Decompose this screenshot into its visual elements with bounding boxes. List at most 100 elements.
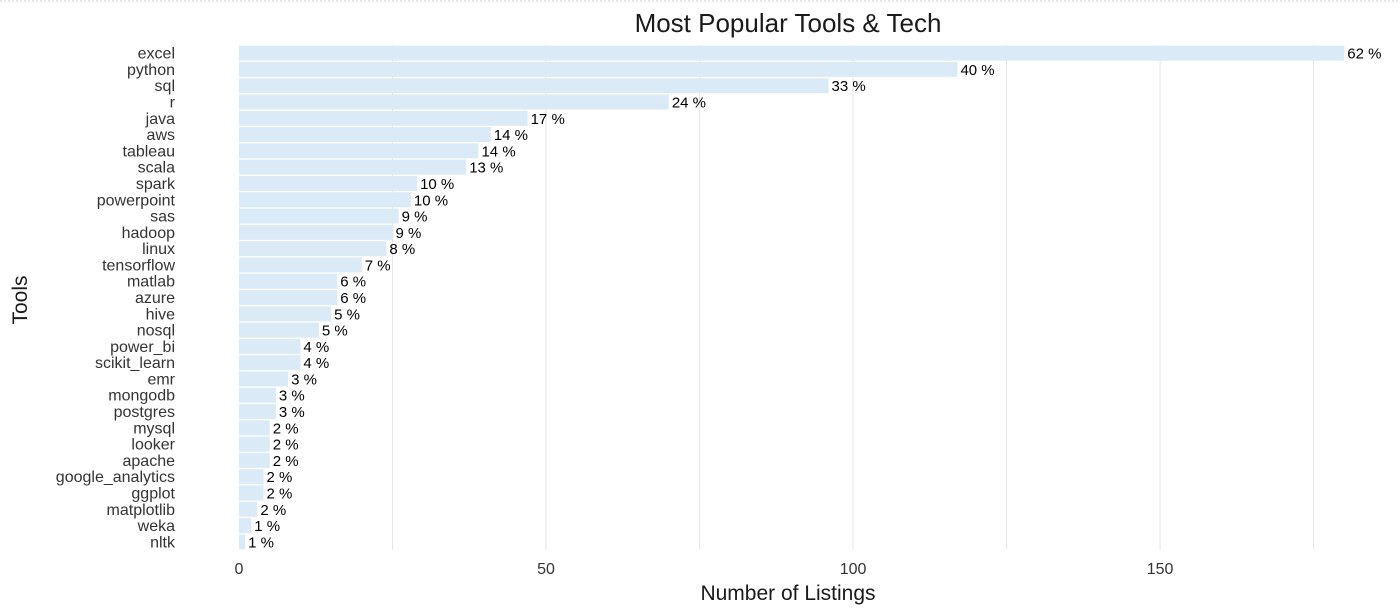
data-label: 4 %: [303, 339, 329, 356]
y-tick-label: weka: [137, 518, 175, 535]
data-label: 2 %: [273, 437, 299, 454]
y-tick-label: sql: [155, 78, 175, 95]
data-label: 10 %: [420, 176, 454, 193]
y-tick-label: python: [127, 62, 175, 79]
data-label: 17 %: [531, 111, 565, 128]
y-tick-label: excel: [138, 46, 175, 63]
bar: [239, 452, 270, 468]
bar: [239, 192, 411, 208]
y-tick-label: nltk: [150, 534, 176, 551]
y-tick-label: tableau: [123, 143, 176, 160]
data-label: 6 %: [340, 274, 366, 291]
x-tick-label: 150: [1147, 561, 1174, 578]
y-tick-label: scala: [138, 160, 175, 177]
y-tick-label: mysql: [133, 420, 175, 437]
category-labels: excelpythonsqlrjavaawstableauscalasparkp…: [56, 46, 176, 552]
bar: [239, 387, 276, 403]
data-label: 14 %: [494, 127, 528, 144]
data-label: 6 %: [340, 290, 366, 307]
y-tick-label: mongodb: [108, 388, 175, 405]
y-tick-label: linux: [142, 241, 175, 258]
bar: [239, 420, 270, 436]
y-tick-label: java: [145, 111, 175, 128]
bar: [239, 501, 258, 517]
bar: [239, 241, 387, 257]
y-tick-label: powerpoint: [97, 192, 176, 209]
bar: [239, 534, 246, 550]
bar: [239, 94, 669, 110]
bar: [239, 322, 319, 338]
bar: [239, 338, 301, 354]
y-tick-label: azure: [135, 290, 175, 307]
data-label: 2 %: [267, 485, 293, 502]
x-axis-label: Number of Listings: [700, 582, 875, 605]
y-tick-label: tensorflow: [102, 257, 175, 274]
bar: [239, 159, 467, 175]
data-label: 40 %: [960, 62, 994, 79]
bar: [239, 143, 479, 159]
y-tick-label: power_bi: [110, 339, 175, 356]
data-label: 3 %: [291, 371, 317, 388]
data-label: 5 %: [334, 306, 360, 323]
y-tick-label: apache: [123, 453, 176, 470]
x-tick-label: 0: [235, 561, 244, 578]
data-label: 10 %: [414, 192, 448, 209]
data-labels: 62 %40 %33 %24 %17 %14 %14 %13 %10 %10 %…: [248, 46, 1381, 552]
x-tick-label: 100: [840, 561, 867, 578]
y-tick-label: emr: [147, 371, 175, 388]
data-label: 2 %: [267, 469, 293, 486]
bar: [239, 78, 829, 94]
bar: [239, 61, 958, 77]
bar: [239, 485, 264, 501]
bar: [239, 306, 332, 322]
data-label: 2 %: [273, 453, 299, 470]
data-label: 7 %: [365, 257, 391, 274]
bar: [239, 518, 252, 534]
data-label: 2 %: [260, 502, 286, 519]
bar: [239, 224, 393, 240]
chart-title: Most Popular Tools & Tech: [635, 8, 942, 38]
data-label: 8 %: [389, 241, 415, 258]
y-tick-label: hadoop: [122, 225, 175, 242]
bar: [239, 436, 270, 452]
data-label: 13 %: [469, 160, 503, 177]
data-label: 1 %: [254, 518, 280, 535]
data-label: 9 %: [396, 225, 422, 242]
y-tick-label: r: [170, 95, 176, 112]
y-tick-label: nosql: [137, 323, 175, 340]
data-label: 1 %: [248, 534, 274, 551]
y-tick-label: spark: [136, 176, 176, 193]
y-tick-label: google_analytics: [56, 469, 175, 486]
bar: [239, 45, 1345, 61]
y-tick-label: matplotlib: [107, 502, 176, 519]
data-label: 3 %: [279, 388, 305, 405]
bar: [239, 175, 418, 191]
bar: [239, 371, 289, 387]
y-tick-label: matlab: [127, 274, 175, 291]
data-label: 2 %: [273, 420, 299, 437]
x-tick-labels: 0 50 100 150: [235, 561, 1174, 578]
data-label: 4 %: [303, 355, 329, 372]
bar: [239, 208, 399, 224]
y-tick-label: looker: [131, 437, 175, 454]
bar: [239, 110, 528, 126]
bar: [239, 355, 301, 371]
y-tick-label: scikit_learn: [95, 355, 175, 372]
bar: [239, 404, 276, 420]
data-label: 5 %: [322, 323, 348, 340]
bar: [239, 257, 362, 273]
bar: [239, 273, 338, 289]
bars: [239, 45, 1345, 550]
bar: [239, 290, 338, 305]
data-label: 3 %: [279, 404, 305, 421]
data-label: 24 %: [672, 95, 706, 112]
data-label: 9 %: [402, 209, 428, 226]
bar: [239, 469, 264, 485]
data-label: 62 %: [1347, 46, 1381, 63]
data-label: 14 %: [481, 143, 515, 160]
y-tick-label: hive: [146, 306, 175, 323]
y-tick-label: postgres: [114, 404, 175, 421]
data-label: 33 %: [831, 78, 865, 95]
y-tick-label: ggplot: [131, 485, 175, 502]
